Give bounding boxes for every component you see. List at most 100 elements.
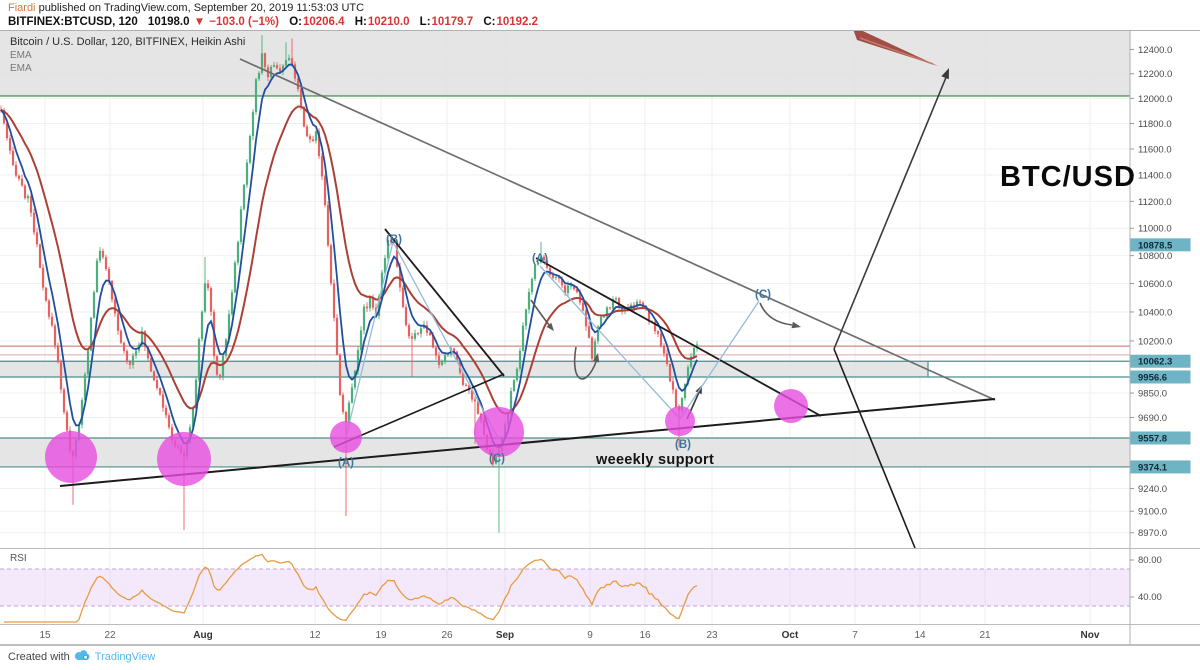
- svg-text:10800.0: 10800.0: [1138, 251, 1172, 262]
- rsi-panel[interactable]: [0, 553, 1130, 623]
- red-wedge-annotation[interactable]: [852, 26, 938, 66]
- price-tag: [1130, 238, 1191, 252]
- wave-label: (C): [755, 289, 771, 301]
- time-tick-label: 16: [639, 630, 651, 641]
- wave-label: (C): [489, 453, 505, 465]
- descending-resistance: [239, 58, 996, 401]
- u-swoosh-arrow: [573, 346, 597, 380]
- time-tick-label: 7: [852, 630, 858, 641]
- header: Fiardi published on TradingView.com, Sep…: [0, 0, 1200, 30]
- svg-text:9374.1: 9374.1: [1138, 462, 1168, 473]
- time-tick-label: 14: [914, 630, 926, 641]
- close-label: C:: [483, 16, 496, 28]
- hook-arrow: [759, 302, 793, 326]
- symbol-name[interactable]: BITFINEX:BTCUSD, 120: [8, 16, 138, 28]
- ema-fast-line[interactable]: [0, 63, 698, 449]
- pink-circle-annotations[interactable]: [45, 389, 808, 486]
- svg-text:9100.0: 9100.0: [1138, 507, 1167, 518]
- time-tick-label: 12: [309, 630, 321, 641]
- publish-line: Fiardi published on TradingView.com, Sep…: [8, 2, 1200, 15]
- svg-text:11000.0: 11000.0: [1138, 224, 1172, 235]
- pink-circle: [774, 389, 808, 423]
- low-value: 10179.7: [431, 16, 474, 28]
- pink-circle: [330, 421, 362, 453]
- wave-labels[interactable]: (B) (A) (C) (A) (B) (C): [338, 234, 771, 469]
- wave-label: (A): [338, 457, 354, 469]
- created-with-text: Created with: [8, 650, 70, 663]
- rsi-line: [4, 553, 698, 623]
- time-tick-label: 21: [979, 630, 991, 641]
- footer: Created with TradingView: [8, 649, 155, 664]
- wave-label: (B): [675, 439, 691, 451]
- svg-text:10400.0: 10400.0: [1138, 307, 1172, 318]
- pink-circle: [665, 406, 695, 436]
- pennant-upper: [384, 228, 505, 377]
- trendlines[interactable]: [59, 58, 996, 549]
- svg-text:40.00: 40.00: [1138, 592, 1162, 603]
- svg-text:9557.8: 9557.8: [1138, 433, 1167, 444]
- svg-text:10600.0: 10600.0: [1138, 279, 1172, 290]
- close-value: 10192.2: [496, 16, 539, 28]
- time-axis[interactable]: 15 22 Aug 12 19 26 Sep 9 16 23 Oct 7 14 21 Nov: [39, 630, 1099, 641]
- chart-legend: Bitcoin / U.S. Dollar, 120, BITFINEX, He…: [10, 36, 245, 75]
- svg-text:9690.0: 9690.0: [1138, 413, 1167, 424]
- last-price: 10198.0: [147, 16, 190, 28]
- time-tick-label: 22: [104, 630, 116, 641]
- svg-text:11400.0: 11400.0: [1138, 170, 1172, 181]
- author-link[interactable]: Fiardi: [8, 2, 36, 14]
- low-label: L:: [419, 16, 431, 28]
- ascending-support: [59, 398, 996, 487]
- svg-text:8970.0: 8970.0: [1138, 528, 1167, 539]
- weekly-support-text-annotation[interactable]: weeekly support: [596, 452, 715, 468]
- price-tag: [1130, 431, 1191, 445]
- scenario-down-line: [833, 348, 916, 549]
- time-tick-label: 9: [587, 630, 593, 641]
- legend-ema-slow[interactable]: EMA: [10, 63, 32, 74]
- triangle-upper-2: [535, 257, 822, 417]
- svg-text:11600.0: 11600.0: [1138, 144, 1172, 155]
- legend-series-title[interactable]: Bitcoin / U.S. Dollar, 120, BITFINEX, He…: [10, 36, 246, 48]
- price-tag: [1130, 354, 1191, 368]
- svg-text:12200.0: 12200.0: [1138, 69, 1172, 80]
- svg-text:12000.0: 12000.0: [1138, 94, 1172, 105]
- wave-zigzag-lines[interactable]: [345, 240, 760, 439]
- axes[interactable]: [0, 30, 1200, 646]
- svg-text:9240.0: 9240.0: [1138, 484, 1167, 495]
- pennant-lower: [333, 373, 505, 448]
- pink-circle: [45, 431, 97, 483]
- tradingview-link[interactable]: TradingView: [94, 650, 156, 663]
- time-tick-label: 15: [39, 630, 51, 641]
- high-label: H:: [354, 16, 367, 28]
- ema-slow-line[interactable]: [0, 105, 698, 415]
- price-change: −103.0 (−1%): [209, 16, 279, 28]
- svg-text:10200.0: 10200.0: [1138, 336, 1172, 347]
- btcusd-text-annotation[interactable]: BTC/USD: [1000, 161, 1136, 193]
- time-tick-label: 19: [375, 630, 387, 641]
- wave-label: (A): [532, 253, 548, 265]
- rsi-legend-label[interactable]: RSI: [10, 553, 27, 564]
- svg-text:11200.0: 11200.0: [1138, 197, 1172, 208]
- grid: [0, 31, 1130, 624]
- price-axis[interactable]: 12400.0 12200.0 12000.0 11800.0 11600.0 11400…: [1130, 45, 1191, 603]
- resistance-zone: [0, 31, 1130, 96]
- time-tick-label: Oct: [782, 630, 799, 641]
- svg-text:80.00: 80.00: [1138, 555, 1162, 566]
- svg-text:12400.0: 12400.0: [1138, 45, 1172, 56]
- symbol-ohlc-line: BITFINEX:BTCUSD, 120 10198.0 ▼ −103.0 (−…: [8, 15, 1200, 29]
- svg-text:9956.6: 9956.6: [1138, 372, 1167, 383]
- high-value: 10210.0: [367, 16, 410, 28]
- time-tick-label: 26: [441, 630, 453, 641]
- tradingview-cloud-icon: [74, 649, 91, 664]
- time-tick-label: Aug: [193, 630, 212, 641]
- legend-ema-fast[interactable]: EMA: [10, 50, 32, 61]
- publish-text: published on TradingView.com, September …: [35, 2, 365, 14]
- svg-text:9850.0: 9850.0: [1138, 389, 1167, 400]
- pink-circle: [157, 432, 211, 486]
- wave-label: (B): [386, 234, 402, 246]
- svg-text:11800.0: 11800.0: [1138, 119, 1172, 130]
- time-tick-label: 23: [706, 630, 718, 641]
- pink-circle: [474, 407, 524, 457]
- time-tick-label: Sep: [496, 630, 514, 641]
